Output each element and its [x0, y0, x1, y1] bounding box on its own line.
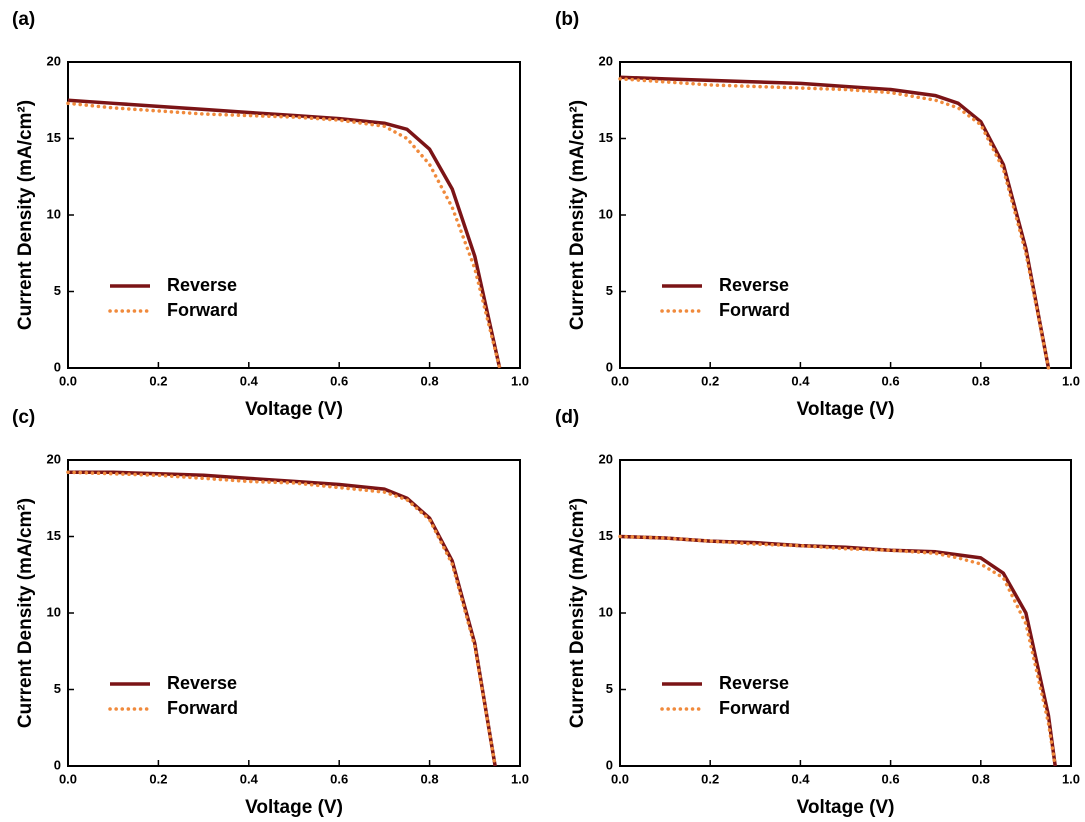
y-tick-label: 0 [606, 757, 613, 772]
y-tick-label: 0 [54, 757, 61, 772]
y-tick-label: 20 [599, 451, 613, 466]
y-tick-label: 10 [599, 206, 613, 221]
x-tick-label: 0.2 [701, 373, 719, 388]
x-tick-label: 1.0 [1062, 771, 1080, 786]
data-line [67, 98, 502, 369]
y-tick-label: 5 [54, 681, 61, 696]
x-tick-label: 0.6 [330, 771, 348, 786]
y-axis-label: Current Density (mA/cm²) [15, 498, 36, 728]
panel-label: (b) [555, 9, 579, 30]
y-tick-label: 10 [599, 604, 613, 619]
y-tick-label: 15 [599, 528, 613, 543]
x-tick-label: 0.6 [330, 373, 348, 388]
y-axis-label: Current Density (mA/cm²) [567, 100, 588, 330]
x-tick-label: 0.2 [149, 373, 167, 388]
legend-label: Forward [719, 300, 790, 320]
data-line [619, 534, 1057, 767]
x-axis-label: Voltage (V) [245, 399, 343, 420]
x-tick-label: 0.2 [149, 771, 167, 786]
x-tick-label: 0.6 [882, 771, 900, 786]
y-tick-label: 15 [47, 130, 61, 145]
legend-label: Reverse [719, 673, 789, 693]
y-tick-label: 5 [606, 283, 613, 298]
legend-label: Reverse [167, 673, 237, 693]
y-tick-label: 0 [606, 359, 613, 374]
data-line [66, 101, 502, 370]
y-tick-label: 20 [47, 451, 61, 466]
x-tick-label: 0.0 [59, 373, 77, 388]
y-tick-label: 5 [606, 681, 613, 696]
data-line [619, 75, 1051, 369]
x-tick-label: 0.8 [421, 771, 439, 786]
y-tick-label: 10 [47, 206, 61, 221]
x-tick-label: 0.8 [972, 771, 990, 786]
x-tick-label: 1.0 [511, 771, 529, 786]
panel-label: (c) [12, 407, 35, 428]
x-tick-label: 0.4 [791, 771, 810, 786]
x-tick-label: 0.2 [701, 771, 719, 786]
x-tick-label: 0.8 [972, 373, 990, 388]
data-line [618, 77, 1051, 370]
x-tick-label: 0.0 [611, 771, 629, 786]
x-axis-label: Voltage (V) [797, 399, 895, 420]
y-tick-label: 15 [599, 130, 613, 145]
plot-frame [619, 61, 1072, 369]
data-line [618, 534, 1057, 768]
legend-label: Reverse [167, 275, 237, 295]
x-tick-label: 0.6 [882, 373, 900, 388]
x-tick-label: 0.0 [59, 771, 77, 786]
y-tick-label: 10 [47, 604, 61, 619]
y-tick-label: 0 [54, 359, 61, 374]
x-tick-label: 1.0 [1062, 373, 1080, 388]
x-tick-label: 0.8 [421, 373, 439, 388]
plot-frame [619, 459, 1072, 767]
legend-label: Forward [167, 300, 238, 320]
panel-label: (d) [555, 407, 579, 428]
y-axis-label: Current Density (mA/cm²) [567, 498, 588, 728]
panel-label: (a) [12, 9, 35, 30]
y-tick-label: 15 [47, 528, 61, 543]
plot-frame [67, 459, 521, 767]
y-tick-label: 20 [47, 53, 61, 68]
data-line [66, 470, 497, 768]
x-tick-label: 0.4 [240, 771, 259, 786]
x-tick-label: 0.4 [240, 373, 259, 388]
y-tick-label: 5 [54, 283, 61, 298]
y-axis-label: Current Density (mA/cm²) [15, 100, 36, 330]
x-tick-label: 0.4 [791, 373, 810, 388]
y-tick-label: 20 [599, 53, 613, 68]
legend-label: Reverse [719, 275, 789, 295]
x-tick-label: 0.0 [611, 373, 629, 388]
x-axis-label: Voltage (V) [245, 797, 343, 818]
legend-label: Forward [719, 698, 790, 718]
x-axis-label: Voltage (V) [797, 797, 895, 818]
data-line [68, 470, 497, 767]
x-tick-label: 1.0 [511, 373, 529, 388]
legend-label: Forward [167, 698, 238, 718]
